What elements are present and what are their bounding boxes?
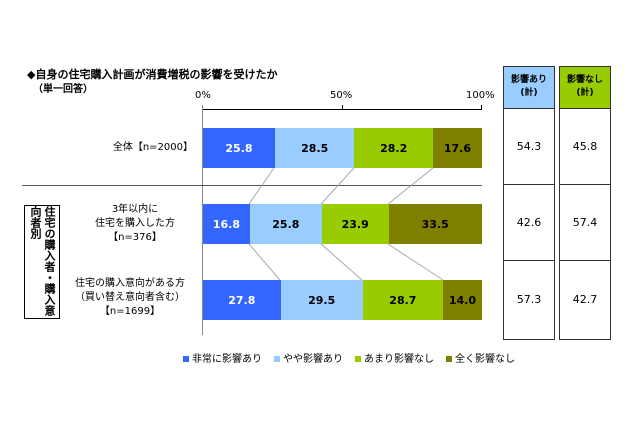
seg-somewhat: 25.8 — [249, 204, 322, 244]
seg-somewhat: 28.5 — [274, 128, 355, 168]
summary-not-affected-header: 影響なし (計) — [560, 67, 610, 109]
not-affected-purchased: 57.4 — [560, 185, 610, 261]
y-axis-line — [202, 105, 203, 335]
tick-mark-100 — [481, 105, 482, 110]
affected-purchased: 42.6 — [504, 185, 554, 261]
legend-swatch-icon — [446, 356, 452, 362]
seg-none: 17.6 — [432, 128, 482, 168]
not-affected-total: 45.8 — [560, 109, 610, 185]
seg-none: 14.0 — [442, 280, 482, 320]
group-label-box: 住宅の購入者・購入意向者別 — [24, 205, 60, 319]
legend-swatch-icon — [274, 356, 280, 362]
seg-very: 16.8 — [203, 204, 250, 244]
bar-purchased: 16.8 25.8 23.9 33.5 — [203, 204, 482, 244]
not-affected-intending: 42.7 — [572, 293, 598, 306]
row-label-total: 全体【n=2000】 — [112, 142, 193, 153]
group-label: 住宅の購入者・購入意向者別 — [29, 206, 56, 316]
tick-0: 0% — [195, 90, 211, 101]
bar-intending: 27.8 29.5 28.7 14.0 — [203, 280, 482, 320]
legend-item-little: あまり影響なし — [355, 350, 434, 365]
legend-item-somewhat: やや影響あり — [274, 350, 343, 365]
seg-somewhat: 29.5 — [280, 280, 363, 320]
seg-very: 27.8 — [203, 280, 281, 320]
summary-affected: 影響あり (計) 54.3 42.6 57.3 — [503, 66, 555, 340]
legend-swatch-icon — [355, 356, 361, 362]
affected-total: 54.3 — [504, 109, 554, 185]
row-label-purchased: 3年以内に 住宅を購入した方 【n=376】 — [95, 204, 175, 243]
seg-none: 33.5 — [388, 204, 482, 244]
row-label-intending: 住宅の購入意向がある方 （買い替え意向者含む） 【n=1699】 — [75, 278, 185, 317]
tick-50: 50% — [330, 90, 353, 101]
bar-total: 25.8 28.5 28.2 17.6 — [203, 128, 482, 168]
seg-little: 28.7 — [362, 280, 443, 320]
legend-item-none: 全く影響なし — [446, 350, 515, 365]
legend-swatch-icon — [183, 356, 189, 362]
tick-100: 100% — [466, 90, 495, 101]
seg-little: 23.9 — [321, 204, 389, 244]
affected-intending: 57.3 — [516, 293, 542, 306]
seg-little: 28.2 — [354, 128, 433, 168]
tick-mark-50 — [342, 105, 343, 110]
chart-title: ◆自身の住宅購入計画が消費増税の影響を受けたか — [27, 68, 278, 81]
legend: 非常に影響あり やや影響あり あまり影響なし 全く影響なし — [183, 350, 515, 365]
summary-not-affected: 影響なし (計) 45.8 57.4 42.7 — [559, 66, 611, 340]
seg-very: 25.8 — [203, 128, 275, 168]
group-separator — [22, 185, 482, 186]
legend-item-very: 非常に影響あり — [183, 350, 262, 365]
summary-affected-header: 影響あり (計) — [504, 67, 554, 109]
chart-subtitle: （単一回答） — [33, 84, 93, 95]
